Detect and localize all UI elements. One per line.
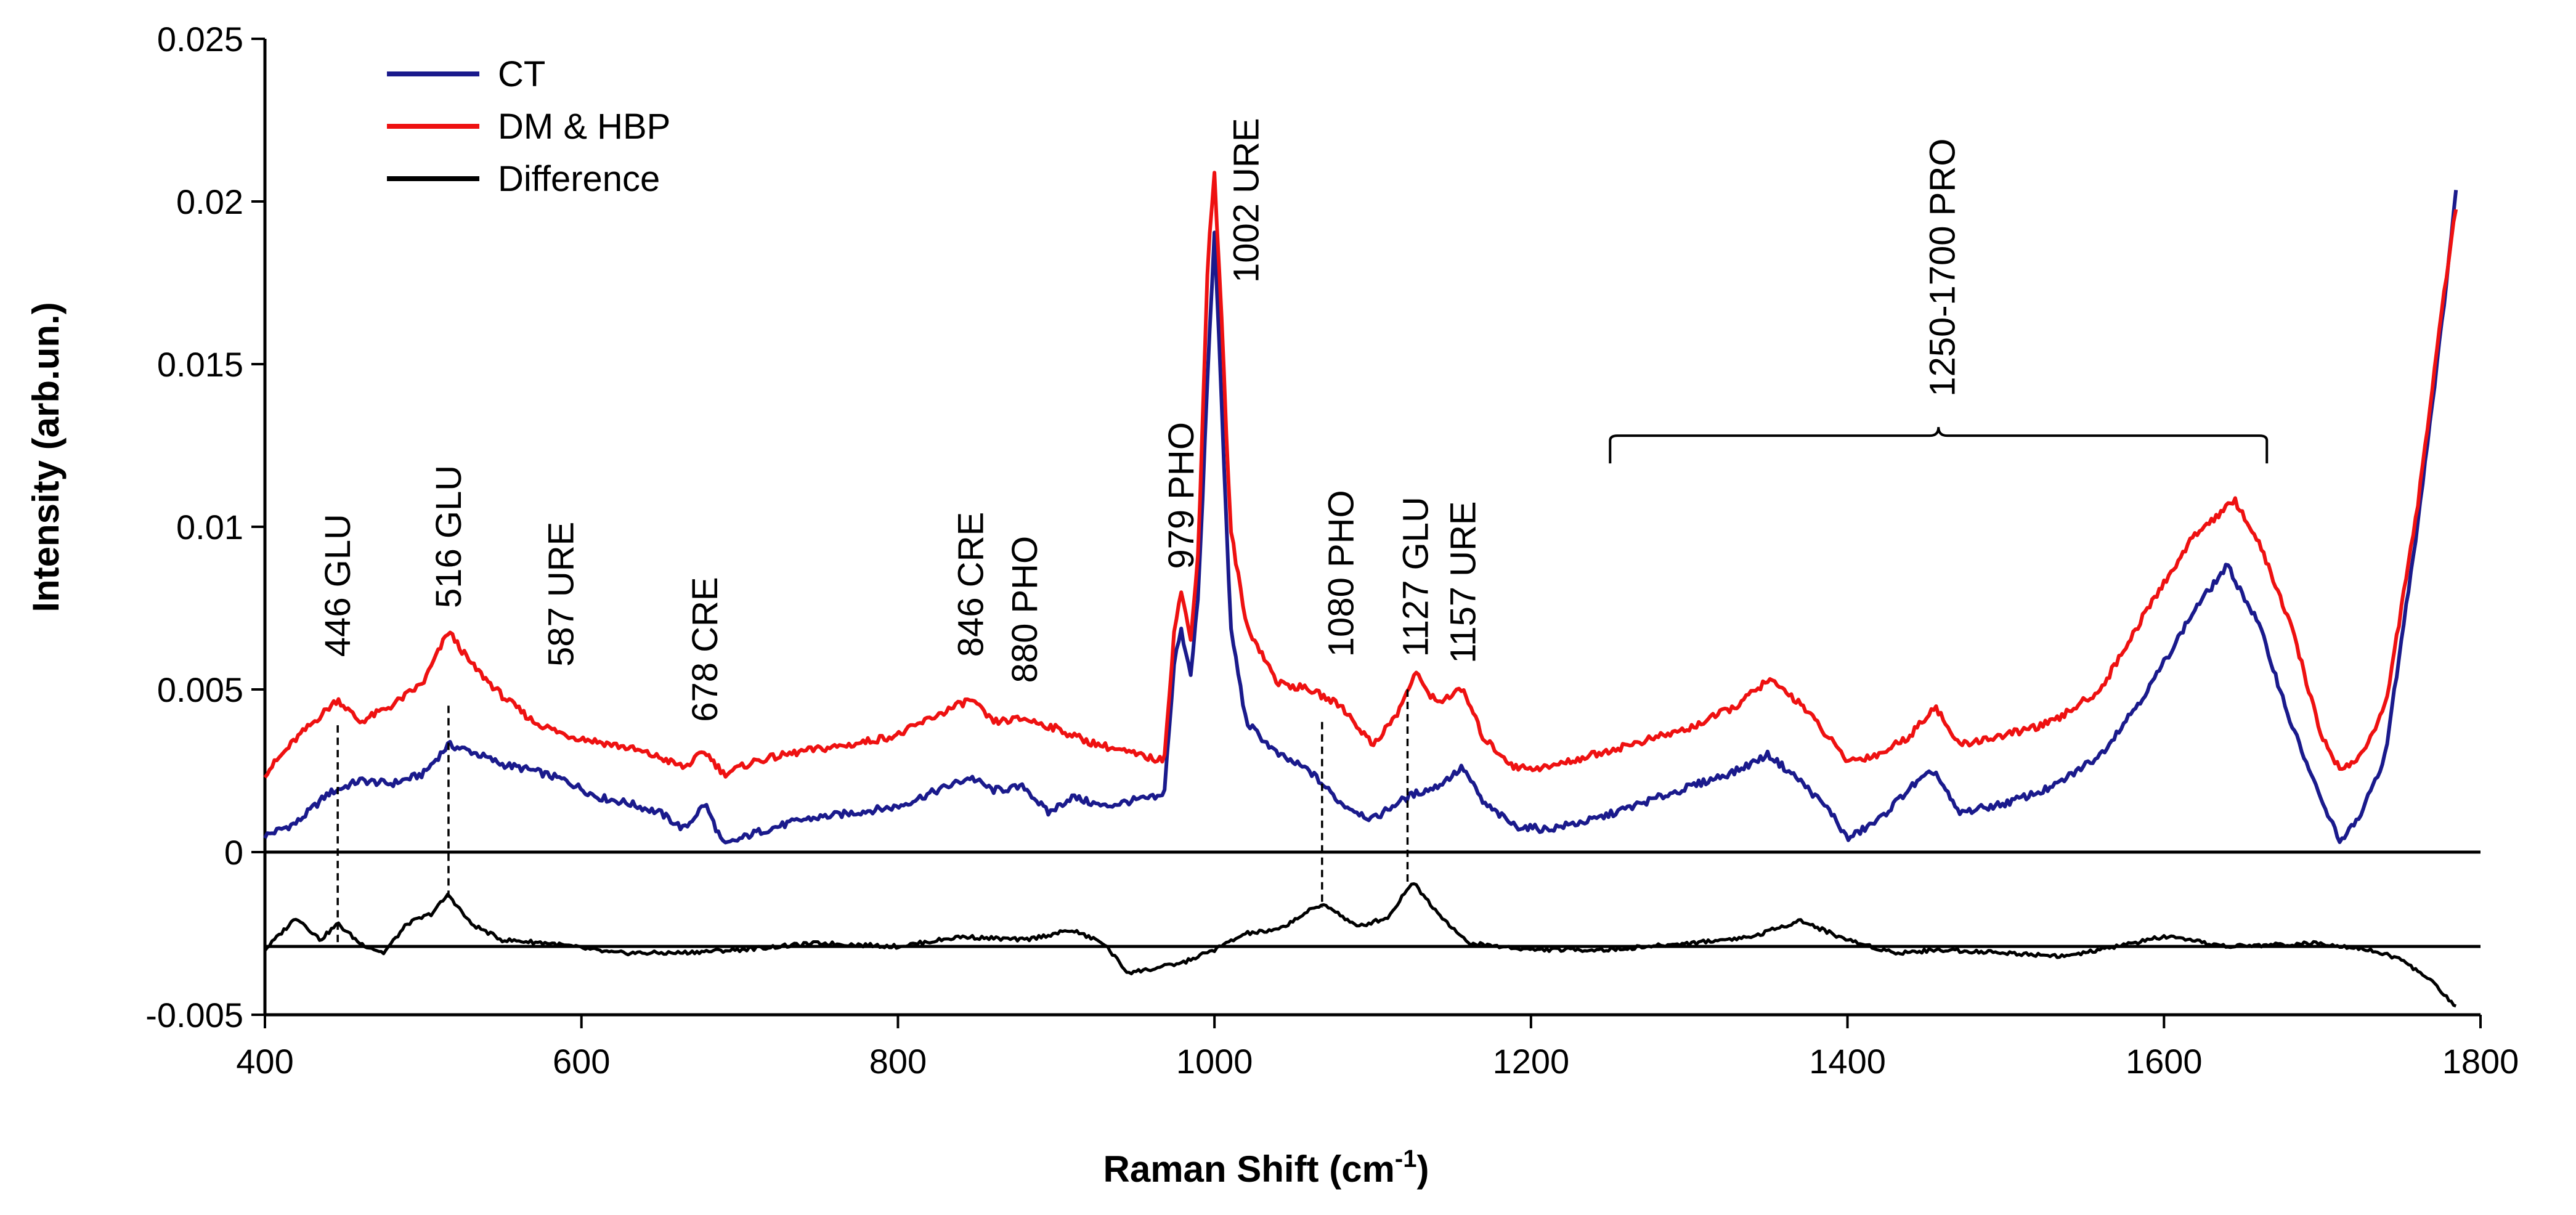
y-tick-label: 0 bbox=[224, 833, 243, 872]
series-line-dm-hbp bbox=[263, 171, 2458, 779]
peak-label: 846 CRE bbox=[951, 512, 991, 657]
y-tick-label: 0.005 bbox=[157, 670, 243, 709]
x-tick-label: 1400 bbox=[1809, 1042, 1886, 1081]
x-tick-label: 800 bbox=[869, 1042, 927, 1081]
peak-label: 1002 URE bbox=[1227, 118, 1267, 283]
peak-label: 1080 PHO bbox=[1322, 490, 1362, 657]
peak-label: 587 URE bbox=[541, 522, 581, 667]
series-layer bbox=[263, 171, 2458, 1008]
x-tick-label: 1800 bbox=[2442, 1042, 2519, 1081]
x-axis-title-tail: ) bbox=[1417, 1148, 1429, 1190]
x-axis-title-main: Raman Shift (cm bbox=[1103, 1148, 1395, 1190]
peak-label: 1250-1700 PRO bbox=[1923, 139, 1963, 397]
x-tick-label: 1200 bbox=[1493, 1042, 1570, 1081]
x-axis-title: Raman Shift (cm-1) bbox=[1103, 1145, 1429, 1190]
legend-label: CT bbox=[498, 54, 545, 94]
peak-label: 1157 URE bbox=[1443, 501, 1483, 663]
peak-label: 979 PHO bbox=[1161, 422, 1201, 569]
peak-label: 446 GLU bbox=[318, 514, 358, 657]
y-tick-label: -0.005 bbox=[145, 996, 243, 1034]
peak-label: 880 PHO bbox=[1005, 536, 1045, 683]
y-axis-title: Intensity (arb.un.) bbox=[25, 302, 67, 612]
x-axis-title-superscript: -1 bbox=[1395, 1145, 1417, 1172]
y-tick-label: 0.015 bbox=[157, 345, 243, 384]
peak-label: 1127 GLU bbox=[1396, 497, 1436, 657]
region-brace bbox=[1609, 427, 2269, 464]
legend-label: Difference bbox=[498, 159, 660, 199]
series-line-difference bbox=[264, 882, 2457, 1008]
y-tick-label: 0.025 bbox=[157, 20, 243, 59]
x-tick-label: 1000 bbox=[1176, 1042, 1253, 1081]
series-line-ct bbox=[263, 190, 2458, 845]
peak-label: 678 CRE bbox=[685, 577, 725, 721]
y-tick-label: 0.01 bbox=[176, 508, 243, 547]
annotation-layer: 446 GLU 516 GLU 587 URE 678 CRE 846 CRE 880 P… bbox=[318, 118, 2269, 947]
peak-label: 516 GLU bbox=[429, 465, 469, 608]
axes-layer: -0.005 0 0.005 0.01 0.015 0.02 0.025 400 600 800 1… bbox=[145, 20, 2519, 1081]
x-tick-label: 400 bbox=[236, 1042, 293, 1081]
legend: CT DM & HBP Difference bbox=[387, 54, 670, 199]
y-tick-label: 0.02 bbox=[176, 182, 243, 221]
x-tick-label: 1600 bbox=[2126, 1042, 2203, 1081]
x-tick-label: 600 bbox=[553, 1042, 610, 1081]
legend-label: DM & HBP bbox=[498, 107, 670, 147]
